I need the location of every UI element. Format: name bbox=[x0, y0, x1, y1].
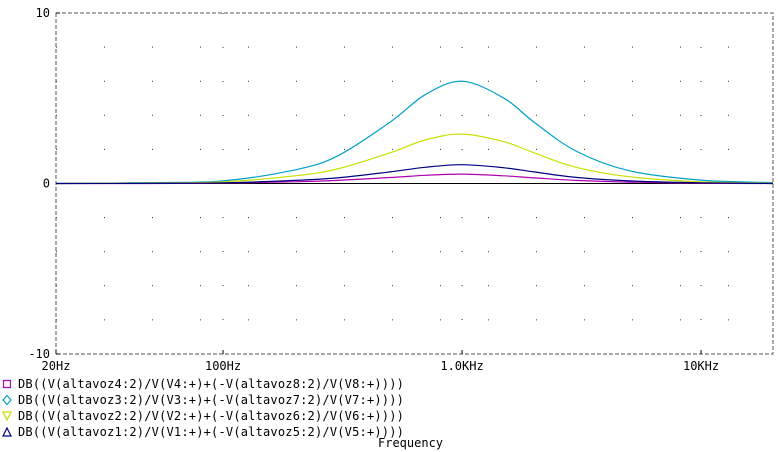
y-tick-label: -10 bbox=[28, 347, 50, 361]
y-tick-label: 10 bbox=[36, 6, 50, 20]
square-marker-icon bbox=[2, 378, 12, 390]
x-tick-label: 1.0KHz bbox=[440, 359, 483, 373]
chart-tick-labels: 20Hz 100Hz 1.0KHz 10KHz 10 0 -10 bbox=[28, 6, 719, 373]
x-axis-label: Frequency bbox=[378, 436, 444, 450]
legend-label: DB((V(altavoz4:2)/V(V4:+)+(-V(altavoz8:2… bbox=[18, 377, 405, 391]
x-tick-label: 100Hz bbox=[205, 359, 241, 373]
series-line-3 bbox=[55, 133, 774, 185]
triangle-down-marker-icon bbox=[2, 410, 12, 422]
legend-item: DB((V(altavoz3:2)/V(V3:+)+(-V(altavoz7:2… bbox=[2, 392, 404, 408]
chart-series bbox=[55, 80, 774, 185]
legend-item: DB((V(altavoz4:2)/V(V4:+)+(-V(altavoz8:2… bbox=[2, 376, 404, 392]
diamond-marker-icon bbox=[2, 394, 12, 406]
series-line-4 bbox=[55, 164, 774, 185]
legend-label: DB((V(altavoz2:2)/V(V2:+)+(-V(altavoz6:2… bbox=[18, 409, 405, 423]
legend-label: DB((V(altavoz3:2)/V(V3:+)+(-V(altavoz7:2… bbox=[18, 393, 405, 407]
x-tick-label: 10KHz bbox=[683, 359, 719, 373]
series-line-2 bbox=[55, 80, 774, 185]
legend-item: DB((V(altavoz1:2)/V(V1:+)+(-V(altavoz5:2… bbox=[2, 424, 404, 440]
x-tick-label: 20Hz bbox=[42, 359, 71, 373]
triangle-up-marker-icon bbox=[2, 426, 12, 438]
y-tick-label: 0 bbox=[43, 177, 50, 191]
legend-item: DB((V(altavoz2:2)/V(V2:+)+(-V(altavoz6:2… bbox=[2, 408, 404, 424]
legend-label: DB((V(altavoz1:2)/V(V1:+)+(-V(altavoz5:2… bbox=[18, 425, 405, 439]
